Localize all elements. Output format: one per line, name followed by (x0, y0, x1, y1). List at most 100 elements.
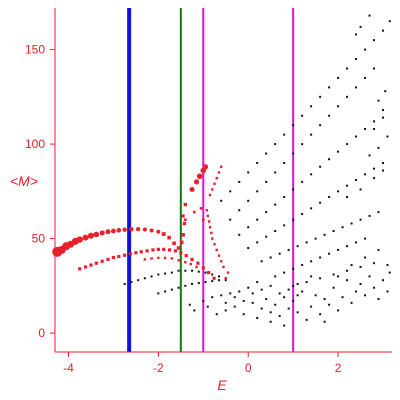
black-point (305, 241, 308, 244)
black-point (377, 99, 380, 102)
black-point (301, 264, 304, 267)
black-point (274, 171, 277, 174)
black-point (211, 296, 214, 299)
black-point (247, 286, 250, 289)
black-point (382, 169, 385, 172)
red-point (162, 247, 166, 251)
black-point (247, 171, 250, 174)
black-point (364, 173, 367, 176)
red-point (129, 227, 134, 232)
black-point (323, 298, 326, 301)
black-point (382, 29, 385, 32)
x-tick-label: 2 (335, 361, 342, 375)
red-point (134, 251, 138, 255)
black-point (292, 299, 295, 302)
y-tick-label: 150 (25, 43, 45, 57)
black-point (364, 127, 367, 130)
black-point (319, 165, 322, 168)
black-point (265, 298, 268, 301)
black-point (346, 67, 349, 70)
red-point (156, 247, 160, 251)
red-point (161, 232, 166, 236)
red-point (116, 227, 122, 233)
black-point (355, 290, 358, 293)
black-point (164, 272, 167, 275)
black-point (224, 301, 227, 304)
black-point (137, 279, 140, 282)
black-point (328, 114, 331, 117)
black-point (274, 303, 277, 306)
red-point (220, 260, 223, 263)
red-point (215, 248, 218, 252)
black-point (193, 309, 196, 312)
black-point (287, 307, 290, 310)
black-point (301, 290, 304, 293)
black-point (283, 161, 286, 164)
black-point (386, 264, 389, 267)
red-point (163, 256, 167, 260)
black-point (359, 282, 362, 285)
black-point (238, 209, 241, 212)
black-point (211, 280, 214, 283)
black-point (377, 211, 380, 214)
black-point (292, 152, 295, 155)
black-point (256, 161, 259, 164)
ticks: -4 -2 0 2 0 50 100 150 (25, 43, 342, 375)
black-point (310, 260, 313, 263)
x-axis-label: E (217, 377, 227, 393)
black-point (332, 273, 335, 276)
black-point (130, 281, 133, 284)
red-point (222, 265, 225, 269)
black-point (251, 301, 254, 304)
black-point (328, 303, 331, 306)
red-point (176, 246, 181, 250)
red-point (177, 259, 180, 262)
black-point (341, 296, 344, 299)
black-point (359, 218, 362, 221)
black-point (283, 271, 286, 274)
red-point (117, 254, 121, 259)
black-point (332, 286, 335, 289)
black-point (305, 281, 308, 284)
black-point (355, 33, 358, 36)
black-point (274, 230, 277, 233)
red-point (143, 258, 147, 261)
y-tick-label: 100 (25, 137, 45, 151)
red-point (157, 256, 160, 260)
black-point (332, 230, 335, 233)
black-point (382, 116, 385, 119)
red-point (149, 228, 154, 233)
black-point (373, 39, 376, 42)
black-point (206, 305, 209, 308)
y-tick-label: 0 (38, 326, 45, 340)
black-point (373, 67, 376, 70)
black-point (283, 296, 286, 299)
red-point (87, 232, 94, 239)
black-point (218, 279, 221, 282)
black-point (364, 237, 367, 240)
red-point (189, 262, 192, 266)
red-point (189, 186, 195, 192)
black-point (224, 309, 227, 312)
black-point (310, 105, 313, 108)
black-point (269, 311, 272, 314)
black-point (238, 233, 241, 236)
black-point (278, 292, 281, 295)
black-point (355, 86, 358, 89)
black-point (269, 256, 272, 259)
black-point (341, 226, 344, 229)
black-point (368, 275, 371, 278)
black-point (386, 290, 389, 293)
red-point (212, 276, 216, 280)
black-point (355, 135, 358, 138)
red-point (170, 257, 174, 260)
black-point (373, 120, 376, 123)
black-point (368, 214, 371, 217)
black-point (269, 320, 272, 323)
black-point (301, 180, 304, 183)
black-point (184, 269, 187, 272)
black-point (382, 279, 385, 282)
black-point (256, 241, 259, 244)
black-point (350, 301, 353, 304)
red-point (192, 210, 196, 214)
